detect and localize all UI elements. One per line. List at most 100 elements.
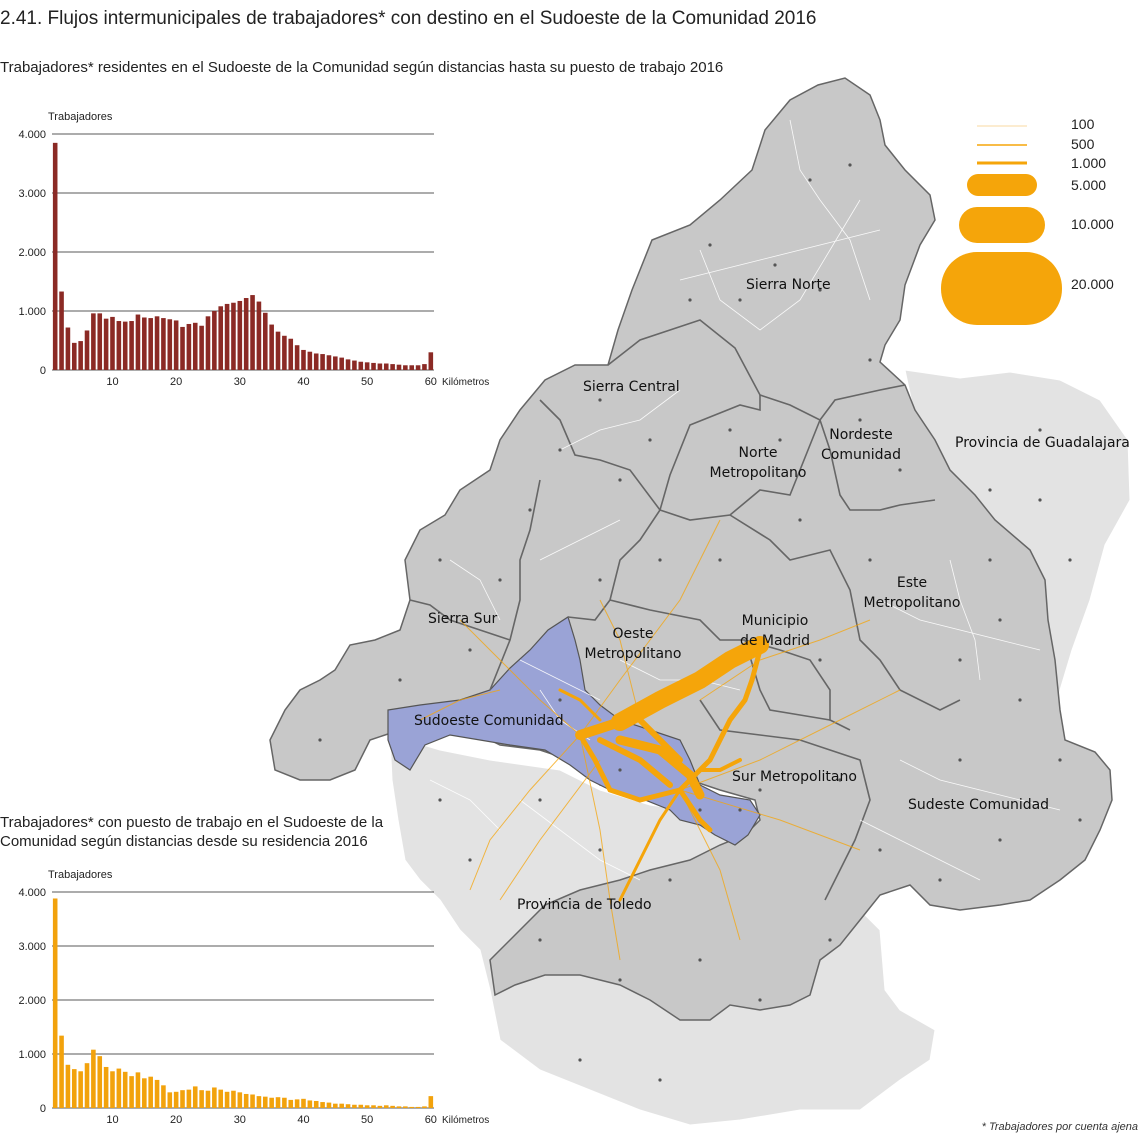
chart-1-bar: [71, 342, 77, 370]
chart-2-bar: [339, 1103, 344, 1108]
chart-2-bar: [262, 1096, 268, 1108]
chart-1-bar: [116, 321, 122, 370]
chart-1-ytick: 1.000: [18, 306, 46, 318]
chart-1-ylabel: Trabajadores: [48, 111, 113, 123]
chart-1-bar: [52, 142, 58, 370]
chart-2-bar: [129, 1076, 134, 1108]
chart-2-bar: [422, 1106, 427, 1108]
chart-1-bar: [364, 362, 370, 370]
chart-1-bar: [422, 364, 427, 370]
chart-1-bar: [377, 363, 383, 370]
chart-2-bar: [415, 1106, 421, 1108]
chart-2-bar: [199, 1090, 204, 1108]
chart-1-ytick: 3.000: [18, 188, 46, 200]
region-label-norte-metro-line2: Metropolitano: [709, 465, 807, 481]
chart-2-bar: [269, 1097, 274, 1108]
chart-2-xtick: 60: [425, 1114, 437, 1126]
chart-2-bar: [390, 1105, 395, 1108]
minor-flows: [419, 519, 901, 961]
chart-1-bar: [218, 306, 224, 370]
comunidad-madrid-shape: [269, 77, 1113, 1021]
chart-1-bar: [333, 356, 338, 370]
region-label-este-metropolitano: Este Metropolitano: [860, 573, 964, 613]
chart-2-bar: [250, 1094, 255, 1108]
chart-1-bar: [383, 363, 389, 370]
chart-1-bar: [135, 314, 141, 370]
chart-1-bar: [307, 351, 313, 370]
chart-2-ytick: 4.000: [18, 887, 46, 899]
chart-2-bar: [224, 1091, 230, 1108]
chart-1-bar: [97, 313, 103, 370]
chart-2-bar: [358, 1104, 364, 1108]
chart-1-bar: [294, 345, 300, 370]
chart-1-bar: [269, 324, 274, 370]
zone-borders: [409, 319, 961, 901]
chart-2-xtick: 50: [361, 1114, 373, 1126]
region-label-sudeste-comunidad: Sudeste Comunidad: [908, 797, 1050, 813]
chart-destino: Trabajadores 0 1.000 2.000 3.000 4.000 10 20 30 4…: [18, 869, 489, 1126]
region-label-este-line2: Metropolitano: [863, 595, 961, 611]
chart-1-bar: [396, 364, 402, 370]
chart-1-xtick: 50: [361, 376, 373, 388]
chart-1-bar: [339, 357, 344, 370]
region-label-toledo: Provincia de Toledo: [517, 897, 652, 913]
chart-2-ylabel: Trabajadores: [48, 869, 113, 881]
chart-1-bar: [371, 362, 376, 370]
chart-1-bar: [65, 327, 71, 370]
legend-label-5000: 5.000: [1071, 177, 1107, 193]
legend-label-100: 100: [1071, 116, 1095, 132]
chart-2-bar: [78, 1071, 83, 1108]
chart-2-bar: [313, 1100, 319, 1108]
region-label-sierra-central: Sierra Central: [583, 379, 680, 395]
region-label-madrid-line1: Municipio: [741, 613, 809, 629]
legend-label-20000: 20.000: [1071, 276, 1114, 292]
region-label-oeste-line2: Metropolitano: [584, 646, 682, 662]
chart-2-bar: [218, 1089, 224, 1108]
chart-1-bar: [205, 316, 211, 370]
chart-2-bar: [71, 1069, 77, 1108]
chart-1-bar: [84, 330, 90, 370]
chart-1-bar: [313, 353, 319, 370]
chart-1-bar: [243, 298, 249, 370]
chart-1-xlabel: Kilómetros: [442, 377, 489, 388]
chart-1-bar: [103, 318, 109, 370]
chart-1-bar: [224, 303, 230, 370]
chart-2-bar: [103, 1066, 109, 1108]
region-label-sudoeste-comunidad: Sudoeste Comunidad: [414, 713, 564, 729]
chart-2-ytick: 0: [40, 1103, 46, 1115]
chart-2-bar: [167, 1092, 173, 1108]
major-flows: [558, 636, 769, 902]
chart-2-bar: [154, 1079, 160, 1108]
chart-1-bar: [409, 365, 415, 370]
chart-1-bar: [256, 301, 262, 370]
legend-symbols: [941, 125, 1062, 325]
region-label-nordeste-line1: Nordeste: [829, 427, 893, 443]
chart-2-bar: [231, 1090, 236, 1108]
chart-1-xtick: 30: [234, 376, 246, 388]
chart-1-bar: [390, 364, 395, 370]
chart-1-bar: [415, 365, 421, 370]
chart-1-bar: [186, 323, 192, 370]
chart-1-bar: [173, 320, 179, 370]
chart-1-bar: [148, 318, 153, 370]
chart-2-ytick: 1.000: [18, 1049, 46, 1061]
chart-1-ytick: 0: [40, 365, 46, 377]
municipality-dots: [318, 163, 1082, 1082]
chart-2-bar: [97, 1056, 103, 1108]
chart-2-bar: [173, 1091, 179, 1108]
chart-2-bar: [192, 1086, 198, 1108]
chart-2-bar: [275, 1097, 281, 1108]
region-label-sur-metropolitano: Sur Metropolitano: [732, 769, 857, 785]
chart-2-xtick: 40: [297, 1114, 309, 1126]
region-label-sierra-sur: Sierra Sur: [428, 611, 498, 627]
region-label-norte-metro-line1: Norte: [738, 445, 778, 461]
region-label-oeste-line1: Oeste: [612, 626, 654, 642]
chart-1-bar: [282, 335, 287, 370]
chart-1-bar: [192, 322, 198, 370]
legend-label-1000: 1.000: [1071, 155, 1107, 171]
chart-1-bar: [262, 312, 268, 370]
chart-1-bar: [59, 291, 64, 370]
region-label-sierra-norte: Sierra Norte: [746, 277, 831, 293]
region-sudoeste-shape: [387, 616, 761, 846]
chart-2-bar: [52, 898, 58, 1108]
